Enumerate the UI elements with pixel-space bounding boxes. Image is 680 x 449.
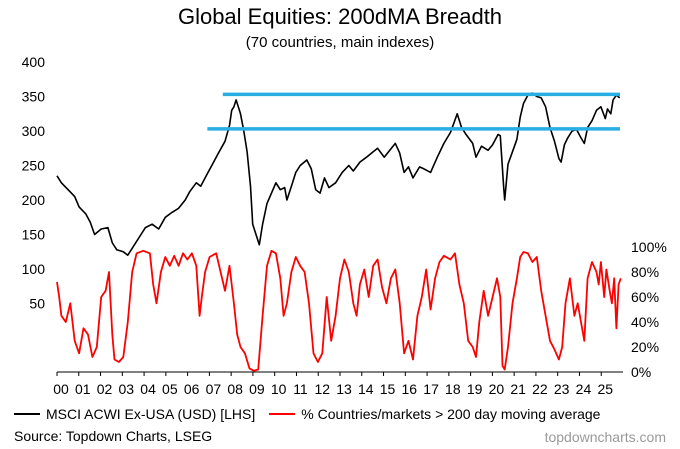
x-tick-label: 24 [576,381,592,397]
chart-title: Global Equities: 200dMA Breadth [177,4,503,29]
series-layer [56,92,622,372]
x-tick-label: 05 [162,381,178,397]
x-tick-label: 18 [445,381,461,397]
y-left-tick-label: 150 [22,227,46,243]
y-left-tick-label: 50 [29,296,45,312]
x-axis: 00 01 02 03 04 05 06 07 08 09 10 11 12 13 14 15 16 17 18 19… [53,372,613,397]
y-right-tick-label: 60% [631,289,659,305]
chart-subtitle: (70 countries, main indexes) [245,34,435,51]
x-tick-label: 19 [467,381,483,397]
y-left-tick-label: 200 [22,192,46,208]
x-tick-label: 16 [402,381,418,397]
x-tick-label: 02 [97,381,113,397]
x-tick-label: 06 [184,381,200,397]
x-tick-label: 11 [293,381,308,397]
y-left-tick-label: 100 [22,261,46,277]
y-right-tick-label: 80% [631,264,659,280]
y-right-tick-label: 40% [631,314,659,330]
brand-watermark: topdowncharts.com [544,429,666,445]
x-tick-label: 17 [423,381,439,397]
y-right-tick-label: 20% [631,339,659,355]
legend-item-breadth: % Countries/markets > 200 day moving ave… [269,406,600,422]
legend-swatch-acwi [14,413,40,415]
series-breadth-line [56,249,622,372]
series-acwi-line [56,92,621,256]
y-left-tick-label: 300 [22,123,46,139]
y-axis-right: 100% 80% 60% 40% 20% 0% [631,239,667,380]
x-tick-label: 08 [227,381,243,397]
x-tick-label: 01 [75,381,91,397]
x-tick-label: 00 [53,381,69,397]
x-tick-label: 20 [489,381,505,397]
legend: MSCI ACWI Ex-USA (USD) [LHS] % Countries… [14,406,614,422]
legend-label-acwi: MSCI ACWI Ex-USA (USD) [LHS] [46,406,256,422]
y-axis-left: 400 350 300 250 200 150 100 50 [22,54,46,312]
legend-item-acwi: MSCI ACWI Ex-USA (USD) [LHS] [14,406,255,422]
y-right-tick-label: 0% [631,364,651,380]
x-tick-label: 23 [554,381,570,397]
x-tick-label: 07 [206,381,222,397]
y-left-tick-label: 400 [22,54,46,70]
y-left-tick-label: 350 [22,89,46,105]
resistance-lines [207,92,620,131]
x-tick-label: 21 [510,381,526,397]
x-tick-label: 09 [249,381,265,397]
x-tick-label: 14 [358,381,374,397]
source-note: Source: Topdown Charts, LSEG [14,428,213,444]
y-left-tick-label: 250 [22,158,46,174]
x-tick-label: 10 [271,381,287,397]
x-tick-label: 04 [140,381,156,397]
x-tick-label: 13 [336,381,352,397]
x-tick-label: 22 [532,381,548,397]
y-right-tick-label: 100% [631,239,667,255]
x-tick-label: 25 [597,381,613,397]
x-tick-label: 12 [314,381,330,397]
x-tick-label: 15 [380,381,396,397]
legend-label-breadth: % Countries/markets > 200 day moving ave… [301,406,601,422]
x-tick-label: 03 [119,381,135,397]
legend-swatch-breadth [269,413,296,415]
